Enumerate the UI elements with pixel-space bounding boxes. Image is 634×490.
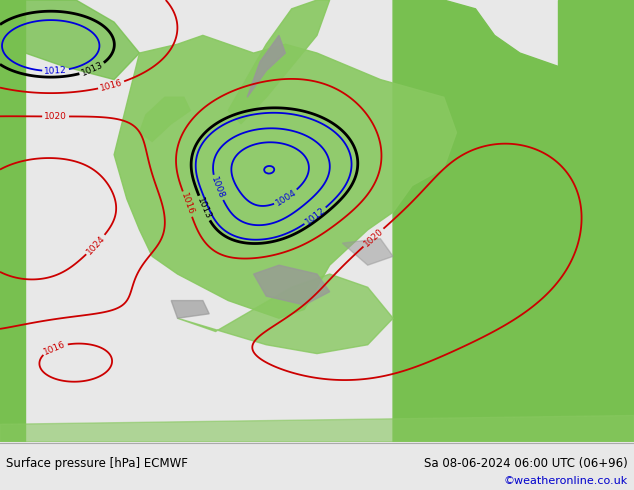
Text: 1016: 1016: [179, 192, 196, 217]
Polygon shape: [114, 35, 456, 318]
Text: 1012: 1012: [44, 66, 67, 76]
Text: Surface pressure [hPa] ECMWF: Surface pressure [hPa] ECMWF: [6, 457, 188, 470]
Polygon shape: [254, 265, 330, 305]
Text: 1013: 1013: [195, 196, 213, 220]
Polygon shape: [342, 239, 393, 265]
Polygon shape: [228, 0, 330, 124]
Text: 1004: 1004: [274, 188, 298, 208]
Text: 1020: 1020: [44, 112, 67, 121]
Text: 1024: 1024: [84, 233, 107, 256]
Text: 1016: 1016: [99, 78, 124, 93]
Polygon shape: [178, 274, 393, 354]
Text: 1012: 1012: [304, 205, 327, 226]
Polygon shape: [0, 0, 139, 79]
Polygon shape: [0, 0, 25, 442]
Polygon shape: [393, 0, 634, 442]
Polygon shape: [247, 35, 285, 97]
Text: 1020: 1020: [362, 226, 385, 248]
Polygon shape: [558, 0, 634, 442]
Text: 1016: 1016: [42, 339, 67, 356]
Text: 1008: 1008: [209, 175, 226, 200]
Text: 1013: 1013: [80, 61, 105, 78]
Polygon shape: [171, 300, 209, 318]
Polygon shape: [0, 416, 634, 442]
Text: ©weatheronline.co.uk: ©weatheronline.co.uk: [503, 476, 628, 486]
Text: Sa 08-06-2024 06:00 UTC (06+96): Sa 08-06-2024 06:00 UTC (06+96): [424, 457, 628, 470]
Polygon shape: [139, 97, 190, 142]
